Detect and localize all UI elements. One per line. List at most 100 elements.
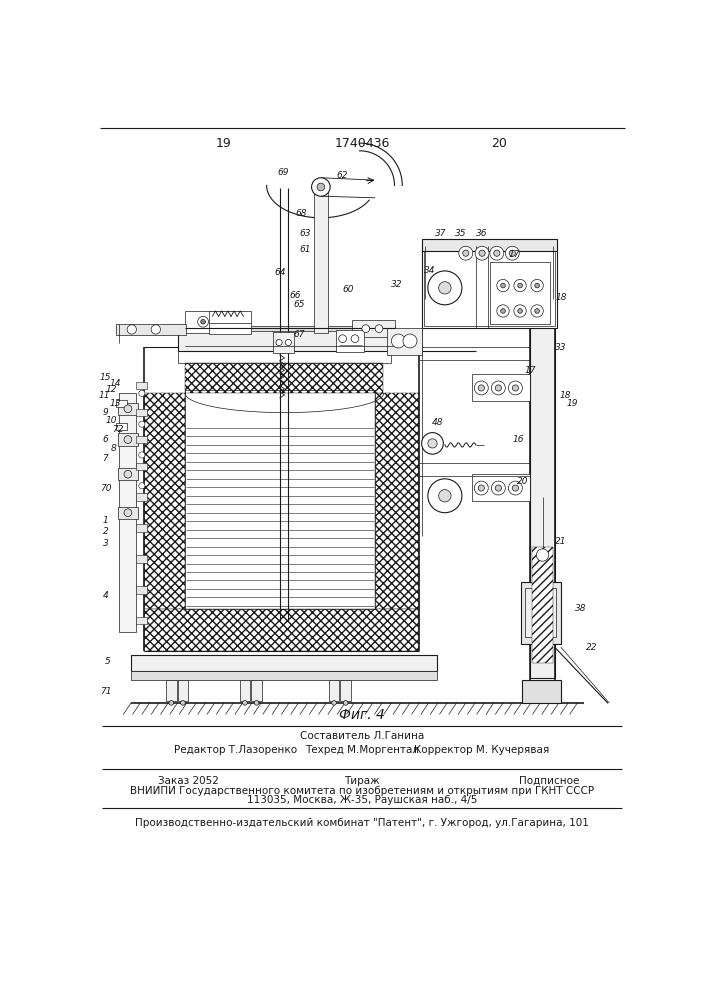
Bar <box>136 409 147 416</box>
Circle shape <box>531 279 543 292</box>
Circle shape <box>462 250 469 256</box>
Circle shape <box>513 485 518 491</box>
Text: 36: 36 <box>477 229 488 238</box>
Text: 70: 70 <box>100 484 111 493</box>
Text: 5: 5 <box>105 657 110 666</box>
Text: 7: 7 <box>103 454 108 463</box>
Text: 63: 63 <box>300 229 311 238</box>
Text: 37: 37 <box>436 229 447 238</box>
Bar <box>144 609 419 651</box>
Bar <box>136 617 147 624</box>
Bar <box>251 680 262 701</box>
Circle shape <box>276 339 282 346</box>
Text: 34: 34 <box>423 266 435 275</box>
Text: 12: 12 <box>106 385 117 394</box>
Text: 35: 35 <box>455 229 466 238</box>
Circle shape <box>438 282 451 294</box>
Circle shape <box>513 385 518 391</box>
Circle shape <box>531 305 543 317</box>
Text: Подписное: Подписное <box>518 776 579 786</box>
Bar <box>115 423 127 430</box>
Text: 62: 62 <box>337 171 349 180</box>
Circle shape <box>534 309 539 313</box>
Bar <box>119 393 136 632</box>
Text: 72: 72 <box>112 425 124 434</box>
Text: 60: 60 <box>342 285 354 294</box>
Text: 13: 13 <box>110 399 121 408</box>
Bar <box>131 671 437 680</box>
Text: 3: 3 <box>103 539 108 548</box>
Text: 14: 14 <box>110 379 121 388</box>
Text: 2: 2 <box>103 527 108 536</box>
Circle shape <box>518 309 522 313</box>
Text: 15: 15 <box>100 373 111 382</box>
Bar <box>131 655 437 671</box>
Text: ВНИИПИ Государственного комитета по изобретениям и открытиям при ГКНТ СССР: ВНИИПИ Государственного комитета по изоб… <box>130 786 594 796</box>
Bar <box>530 262 555 678</box>
Bar <box>424 246 555 326</box>
Bar <box>177 326 395 331</box>
Text: Корректор М. Кучерявая: Корректор М. Кучерявая <box>414 745 549 755</box>
Text: 10: 10 <box>106 416 117 425</box>
Text: 48: 48 <box>431 418 443 427</box>
Circle shape <box>180 701 185 705</box>
Text: 18: 18 <box>556 293 567 302</box>
Circle shape <box>312 178 330 196</box>
Circle shape <box>495 485 501 491</box>
Text: 61: 61 <box>300 245 311 254</box>
Bar <box>490 262 550 324</box>
Circle shape <box>438 490 451 502</box>
Text: 4: 4 <box>103 591 108 600</box>
Bar <box>136 463 147 470</box>
Circle shape <box>317 183 325 191</box>
Circle shape <box>508 381 522 395</box>
Text: Производственно-издательский комбинат "Патент", г. Ужгород, ул.Гагарина, 101: Производственно-издательский комбинат "П… <box>135 818 589 828</box>
Circle shape <box>392 334 405 348</box>
Text: 71: 71 <box>100 687 111 696</box>
Circle shape <box>403 334 417 348</box>
Text: 8: 8 <box>111 444 117 453</box>
Bar <box>177 328 395 351</box>
Text: 38: 38 <box>575 604 586 613</box>
Text: Заказ 2052: Заказ 2052 <box>158 776 219 786</box>
Text: Техред М.Моргентал: Техред М.Моргентал <box>305 745 419 755</box>
Bar <box>337 330 363 352</box>
Circle shape <box>243 701 247 705</box>
Circle shape <box>255 701 259 705</box>
Bar <box>421 239 557 251</box>
Text: 1740436: 1740436 <box>334 137 390 150</box>
Bar <box>212 316 240 324</box>
Text: 65: 65 <box>293 300 305 309</box>
Text: 19: 19 <box>567 399 578 408</box>
Circle shape <box>139 452 145 458</box>
Circle shape <box>169 701 174 705</box>
Circle shape <box>124 509 132 517</box>
Circle shape <box>493 250 500 256</box>
Text: 17: 17 <box>525 366 536 375</box>
Text: 20: 20 <box>491 137 507 150</box>
Bar <box>472 474 530 501</box>
Bar <box>185 311 243 333</box>
Circle shape <box>479 250 485 256</box>
Text: 20: 20 <box>517 477 528 486</box>
Text: 16: 16 <box>513 435 525 444</box>
Text: 9: 9 <box>103 408 108 417</box>
Bar <box>340 680 351 701</box>
Bar <box>144 393 185 609</box>
Circle shape <box>428 439 437 448</box>
Circle shape <box>495 385 501 391</box>
Circle shape <box>514 279 526 292</box>
Circle shape <box>478 485 484 491</box>
Bar <box>421 243 557 328</box>
Bar <box>521 582 561 644</box>
Text: 66: 66 <box>290 291 301 300</box>
Circle shape <box>127 325 136 334</box>
Text: 64: 64 <box>275 268 286 277</box>
Circle shape <box>344 701 348 705</box>
Bar <box>177 680 188 701</box>
Bar <box>240 680 250 701</box>
Circle shape <box>332 701 337 705</box>
Bar <box>472 374 530 401</box>
Circle shape <box>491 381 506 395</box>
Text: Составитель Л.Ганина: Составитель Л.Ганина <box>300 731 424 741</box>
